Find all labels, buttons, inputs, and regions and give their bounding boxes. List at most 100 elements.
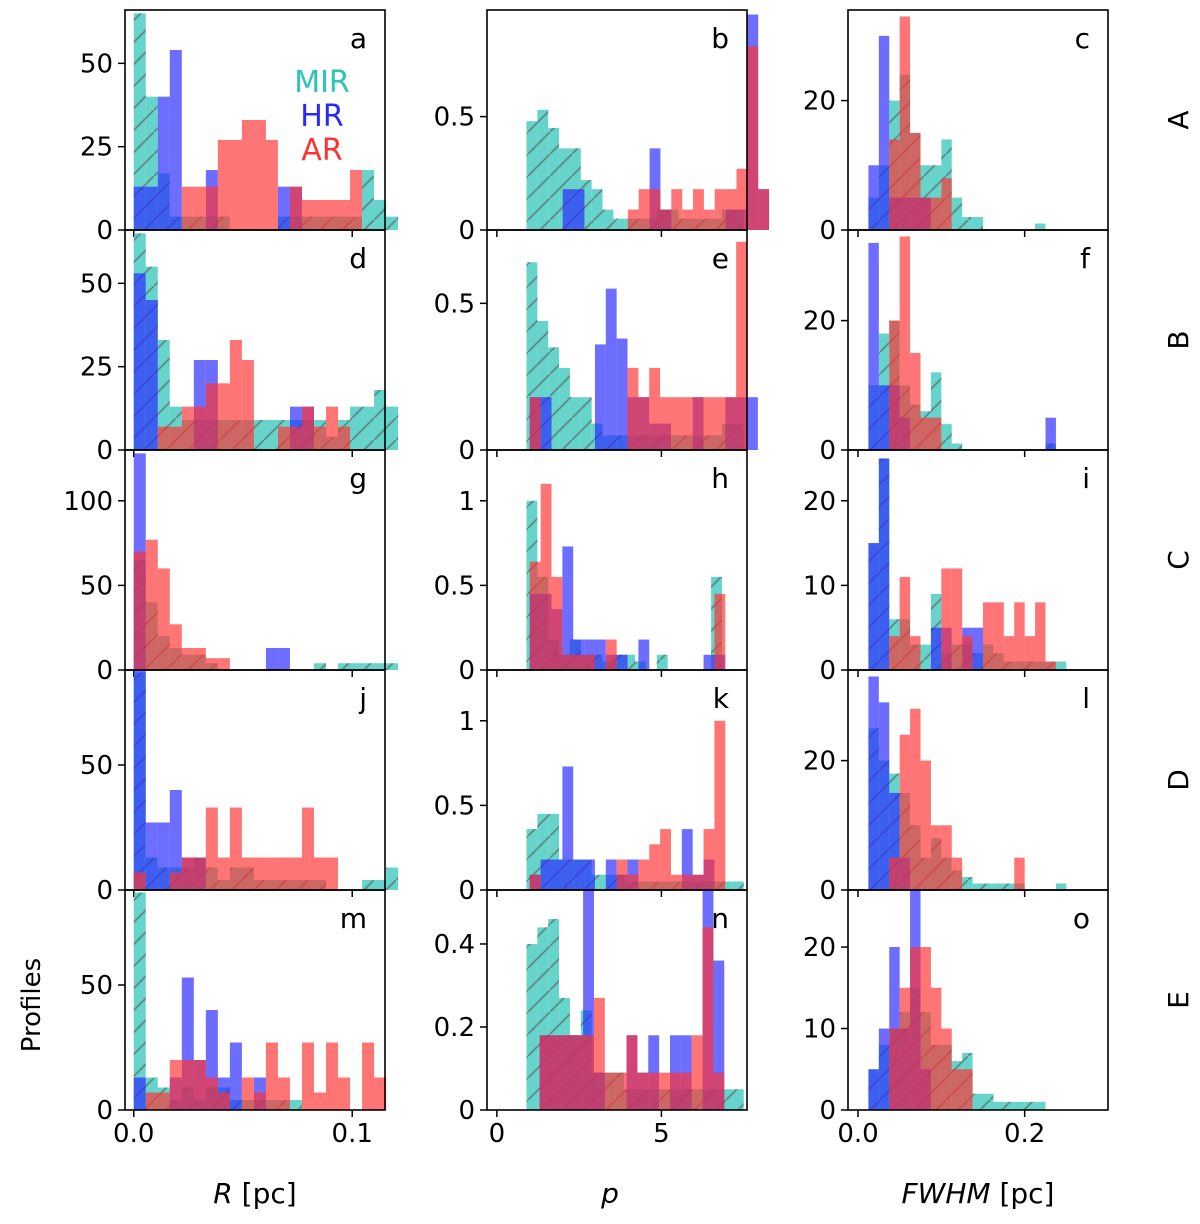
panel-letter: o — [1073, 902, 1090, 935]
bar-ar — [681, 397, 693, 450]
panel-letter: f — [1080, 242, 1091, 275]
bar-ar — [920, 760, 931, 890]
y-tick-label: 0 — [819, 436, 836, 466]
series-ar — [181, 120, 363, 230]
panel-k: 0 0.5 1 k — [434, 669, 748, 906]
bar-hatch — [374, 663, 387, 670]
y-tick-label: 0.5 — [434, 791, 475, 821]
y-tick-label: 20 — [803, 307, 836, 337]
panel-frame — [124, 889, 386, 1111]
bar-ar — [962, 636, 973, 670]
bar-hr — [681, 829, 693, 890]
x-axis-label: R [pc] — [213, 1177, 296, 1210]
bar-ar — [326, 406, 339, 450]
bar-ar — [1014, 602, 1025, 670]
bar-ar — [229, 340, 242, 450]
y-tick-label: 50 — [80, 971, 113, 1001]
bar-hatch — [537, 109, 549, 230]
bar-hr — [562, 546, 574, 670]
bar-ar — [181, 406, 194, 450]
bar-ar — [550, 1035, 562, 1110]
bar-ar — [604, 1072, 616, 1110]
bar-ar — [326, 200, 339, 230]
series-hr — [133, 670, 206, 890]
bar-hatch — [1035, 1101, 1046, 1110]
bar-ar — [713, 1072, 725, 1110]
y-tick-label: 50 — [80, 49, 113, 79]
bar-ar — [693, 189, 704, 230]
y-tick-label: 50 — [80, 269, 113, 299]
y-tick-label: 0 — [819, 216, 836, 246]
panel-letter: a — [350, 22, 367, 55]
bar-hr — [573, 189, 585, 230]
panel-letter: i — [1082, 462, 1090, 495]
bar-ar — [572, 1035, 584, 1110]
bar-hatch — [548, 347, 560, 450]
y-tick-label: 20 — [803, 747, 836, 777]
bar-ar — [205, 658, 218, 670]
panel-letter: h — [711, 462, 729, 495]
bar-hr — [584, 859, 595, 890]
bar-ar — [627, 209, 639, 230]
bar-ar — [217, 658, 230, 670]
bar-ar — [605, 639, 617, 670]
y-tick-label: 0.2 — [434, 1013, 475, 1043]
panel-frame — [486, 449, 748, 671]
bar-ar — [682, 209, 694, 230]
bar-ar — [241, 120, 254, 230]
bar-hr — [145, 186, 158, 230]
bar-ar — [338, 426, 351, 450]
bar-ar — [350, 170, 363, 230]
legend-ar: AR — [301, 133, 342, 168]
bar-hatch — [362, 170, 375, 230]
bar-hr — [133, 670, 146, 890]
bar-hatch — [362, 880, 375, 890]
bar-hr — [878, 458, 890, 670]
bar-ar — [253, 1092, 266, 1110]
bar-ar — [205, 383, 218, 450]
bar-ar — [241, 1077, 254, 1110]
bar-ar — [627, 367, 639, 450]
bar-hatch — [613, 218, 625, 230]
bar-hatch — [591, 189, 603, 230]
bar-hr — [605, 859, 617, 890]
x-tick-label: 0.0 — [837, 1119, 878, 1149]
bar-ar — [951, 857, 963, 890]
bar-hatch — [993, 883, 1004, 890]
panel-letter: c — [1075, 22, 1090, 55]
panel-l: 0 20 l — [803, 669, 1109, 906]
bar-hatch — [526, 943, 538, 1110]
bar-ar — [725, 189, 737, 230]
bar-ar — [593, 997, 605, 1110]
bar-ar — [910, 352, 921, 450]
panel-a: 0 25 50 a — [80, 9, 399, 246]
bar-ar — [920, 197, 931, 230]
bar-ar — [181, 857, 194, 890]
bar-ar — [157, 568, 170, 670]
series-ar — [133, 539, 230, 670]
panel-frame — [486, 889, 748, 1111]
y-tick-label: 0 — [819, 1096, 836, 1126]
bar-hr — [878, 1028, 890, 1110]
bar-hatch — [253, 420, 266, 450]
bar-ar — [920, 947, 931, 1110]
bar-ar — [910, 947, 921, 1110]
panel-j: 0 50 j — [80, 669, 399, 906]
panel-b: 0 0.5 b — [434, 9, 770, 246]
bar-hr — [157, 96, 170, 230]
bar-hr — [703, 654, 715, 670]
bar-ar — [714, 189, 726, 230]
bar-hatch — [569, 148, 581, 230]
bar-ar — [681, 874, 693, 890]
bar-hr — [133, 273, 146, 450]
y-tick-label: 10 — [803, 571, 836, 601]
y-tick-label: 0.5 — [434, 289, 475, 319]
panel-d: 0 25 50 d — [80, 229, 399, 466]
x-tick-label: 0.0 — [113, 1119, 154, 1149]
bar-ar — [277, 857, 290, 890]
panel-h: 0 0.5 1 h — [434, 449, 748, 686]
y-tick-label: 0 — [458, 216, 475, 246]
bar-hr — [583, 890, 594, 1110]
bar-ar — [941, 825, 952, 890]
bar-ar — [638, 189, 650, 230]
